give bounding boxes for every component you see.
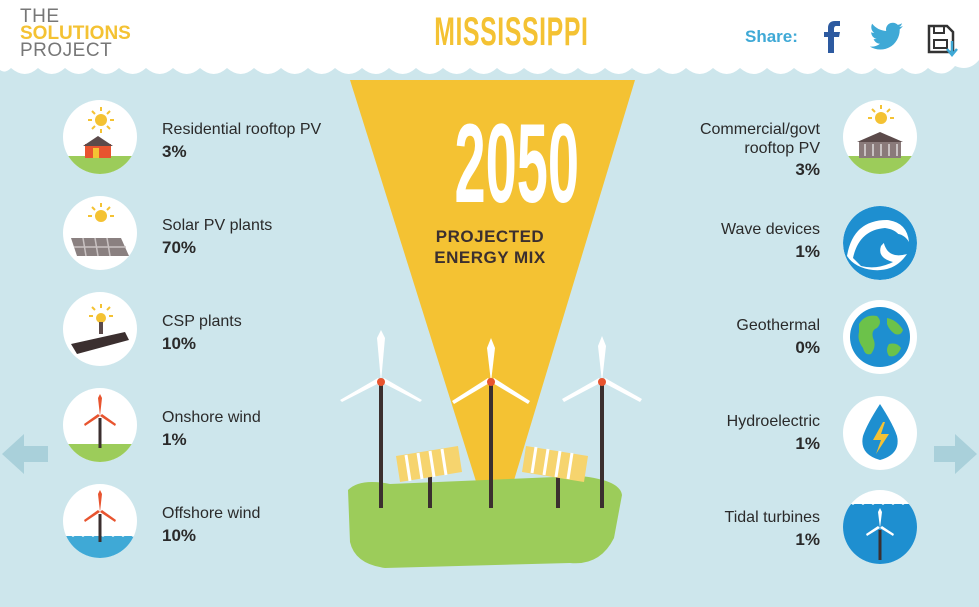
- energy-percentage: 10%: [162, 526, 197, 545]
- solar-panel-right: [522, 446, 588, 508]
- energy-label: Residential rooftop PV: [162, 121, 322, 138]
- energy-label: Solar PV plants: [162, 217, 273, 234]
- logo[interactable]: THE SOLUTIONS PROJECT: [20, 6, 131, 61]
- twitter-icon: [869, 22, 904, 50]
- energy-item-geothermal[interactable]: Geothermal 0%: [660, 292, 920, 374]
- energy-percentage: 3%: [162, 142, 187, 161]
- energy-percentage: 3%: [795, 160, 820, 179]
- energy-percentage: 70%: [162, 238, 197, 257]
- commercial-building-solar-icon: [843, 100, 917, 174]
- projection-subtitle: PROJECTED ENERGY MIX: [415, 226, 565, 268]
- energy-item-csp-plants[interactable]: CSP plants 10%: [63, 292, 323, 368]
- water-drop-icon: [843, 396, 917, 470]
- energy-label: Commercial/govt rooftop PV: [700, 120, 820, 158]
- energy-percentage: 1%: [162, 430, 187, 449]
- energy-label-line-1: Commercial/govt: [699, 121, 820, 138]
- arrow-right-icon: [934, 434, 977, 474]
- house-solar-icon: [63, 100, 137, 174]
- energy-item-offshore-wind[interactable]: Offshore wind 10%: [63, 484, 323, 560]
- wind-turbine-right: [562, 336, 642, 508]
- projection-subtitle-line-1: PROJECTED: [435, 227, 545, 246]
- energy-item-solar-pv-plants[interactable]: Solar PV plants 70%: [63, 196, 323, 272]
- tidal-turbine-icon: [843, 490, 917, 564]
- arrow-left-icon: [2, 434, 48, 474]
- save-button[interactable]: [926, 22, 962, 60]
- energy-label: Hydroelectric: [726, 413, 820, 430]
- yellow-light-beam: [350, 80, 635, 510]
- energy-percentage: 1%: [795, 434, 820, 453]
- energy-item-residential-rooftop-pv[interactable]: Residential rooftop PV 3%: [63, 100, 323, 176]
- earth-globe-icon: [843, 300, 917, 374]
- logo-line-2: SOLUTIONS: [20, 23, 131, 44]
- energy-label: CSP plants: [162, 313, 242, 330]
- energy-percentage: 1%: [795, 242, 820, 261]
- solar-panel-icon: [63, 196, 137, 270]
- next-arrow-button[interactable]: [932, 432, 979, 476]
- logo-line-3: PROJECT: [20, 40, 113, 61]
- energy-label: Tidal turbines: [724, 509, 820, 526]
- wind-turbine-left: [340, 330, 422, 508]
- energy-label: Geothermal: [736, 317, 820, 334]
- projection-subtitle-line-2: ENERGY MIX: [434, 248, 546, 267]
- solar-panel-left: [396, 446, 462, 508]
- page-title: MISSISSIPPI: [434, 10, 589, 54]
- share-label: Share:: [745, 27, 798, 46]
- energy-percentage: 10%: [162, 334, 197, 353]
- onshore-wind-turbine-icon: [63, 388, 137, 462]
- energy-label: Offshore wind: [162, 505, 261, 522]
- energy-item-hydroelectric[interactable]: Hydroelectric 1%: [660, 388, 920, 470]
- grass-ground: [348, 476, 622, 568]
- offshore-wind-turbine-icon: [63, 484, 137, 558]
- energy-item-tidal-turbines[interactable]: Tidal turbines 1%: [660, 484, 920, 564]
- wind-turbine-center: [452, 338, 530, 508]
- energy-item-wave-devices[interactable]: Wave devices 1%: [660, 196, 920, 280]
- energy-percentage: 0%: [795, 338, 820, 357]
- energy-label: Onshore wind: [162, 409, 261, 426]
- save-download-icon: [927, 24, 958, 57]
- previous-arrow-button[interactable]: [0, 432, 50, 476]
- energy-item-onshore-wind[interactable]: Onshore wind 1%: [63, 388, 323, 464]
- facebook-share-button[interactable]: [821, 20, 845, 54]
- twitter-share-button[interactable]: [869, 22, 904, 52]
- energy-percentage: 1%: [795, 530, 820, 549]
- logo-line-1: THE: [20, 6, 60, 27]
- center-graphic: [340, 80, 642, 568]
- energy-item-commercial-govt-rooftop-pv[interactable]: Commercial/govt rooftop PV 3%: [660, 100, 920, 179]
- facebook-icon: [824, 21, 840, 53]
- wave-icon: [843, 206, 917, 280]
- header: THE SOLUTIONS PROJECT MISSISSIPPI Share:: [0, 0, 979, 90]
- projection-year: 2050: [454, 101, 580, 226]
- energy-label-line-2: rooftop PV: [744, 140, 820, 157]
- cloud-header-background: [0, 0, 979, 74]
- energy-label: Wave devices: [721, 221, 820, 238]
- csp-tower-icon: [63, 292, 137, 366]
